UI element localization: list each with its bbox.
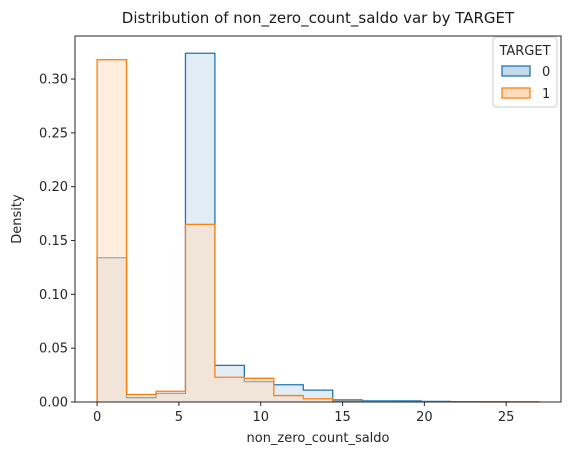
legend-swatch-0 bbox=[501, 65, 531, 77]
y-tick-label: 0.30 bbox=[39, 73, 68, 88]
x-axis-label: non_zero_count_saldo bbox=[247, 431, 390, 446]
series-1 bbox=[96, 59, 539, 403]
plot-frame bbox=[74, 35, 562, 403]
step-outline-series-0 bbox=[96, 52, 540, 403]
x-axis: 0 5 10 15 20 25 bbox=[93, 402, 515, 425]
bar-series-0-bin-7 bbox=[303, 390, 333, 402]
series-0 bbox=[96, 52, 540, 403]
y-axis-label: Density bbox=[10, 194, 25, 244]
y-tick-label: 0.00 bbox=[39, 396, 68, 411]
legend: TARGET 0 1 bbox=[492, 36, 558, 108]
y-tick-label: 0.20 bbox=[39, 180, 68, 195]
bar-series-1-bin-7 bbox=[303, 398, 333, 402]
x-tick-label: 20 bbox=[416, 410, 433, 425]
legend-label-0: 0 bbox=[542, 65, 550, 80]
x-tick-label: 25 bbox=[498, 410, 515, 425]
step-outline-series-1 bbox=[96, 59, 539, 403]
chart-title: Distribution of non_zero_count_saldo var… bbox=[122, 9, 515, 28]
bar-series-1-bin-6 bbox=[273, 395, 304, 402]
legend-swatch-1 bbox=[501, 87, 531, 99]
x-tick-label: 10 bbox=[252, 410, 269, 425]
y-tick-label: 0.05 bbox=[39, 342, 68, 357]
legend-label-1: 1 bbox=[542, 87, 550, 102]
bars-layer bbox=[96, 52, 540, 403]
y-axis: 0.00 0.05 0.10 0.15 0.20 0.25 0.30 bbox=[39, 73, 75, 411]
y-tick-label: 0.15 bbox=[39, 234, 68, 249]
bar-series-1-bin-1 bbox=[126, 394, 156, 402]
legend-title: TARGET bbox=[498, 44, 550, 59]
bar-series-1-bin-2 bbox=[156, 391, 186, 402]
x-tick-label: 15 bbox=[334, 410, 351, 425]
bar-series-1-bin-4 bbox=[214, 377, 245, 402]
bar-series-1-bin-5 bbox=[244, 378, 274, 402]
x-tick-label: 0 bbox=[93, 410, 101, 425]
bar-series-1-bin-3 bbox=[185, 224, 215, 402]
y-tick-label: 0.10 bbox=[39, 288, 68, 303]
bar-series-1-bin-0 bbox=[97, 59, 127, 403]
x-tick-label: 5 bbox=[175, 410, 183, 425]
y-tick-label: 0.25 bbox=[39, 126, 68, 141]
